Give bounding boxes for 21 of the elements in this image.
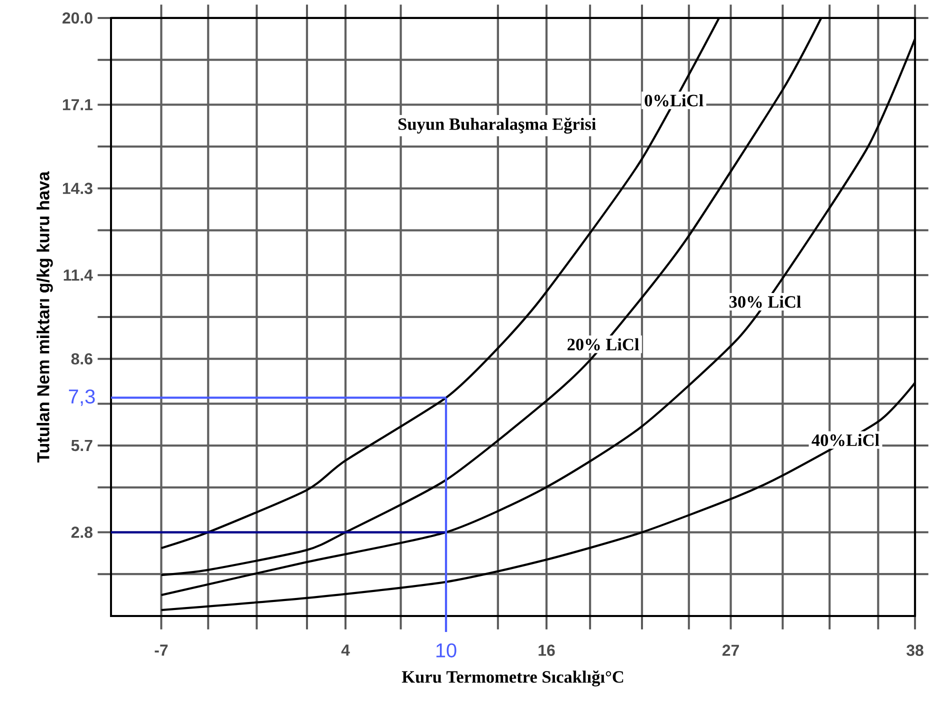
y-tick-label: 20.0 xyxy=(62,12,92,24)
y-tick-label: 8.6 xyxy=(71,353,92,364)
ref-line-label: 7,3 xyxy=(68,389,95,406)
y-axis-title: Tutulan Nem miktarı g/kg kuru hava xyxy=(36,171,53,462)
series-label: 30% LiCl xyxy=(729,296,801,308)
ref-line-label: 10 xyxy=(436,643,456,658)
y-tick-label: 14.3 xyxy=(62,182,92,194)
y-tick-label: 11.4 xyxy=(64,270,93,281)
annotation: Suyun Buharalaşma Eğrisi xyxy=(398,118,596,134)
series-label: 40%LiCl xyxy=(812,434,880,446)
y-tick-label: 2.8 xyxy=(71,526,92,538)
x-axis-title: Kuru Termometre Sıcaklığı°C xyxy=(402,670,624,686)
x-tick-label: 38 xyxy=(906,644,924,656)
x-tick-label: -7 xyxy=(154,644,168,656)
series-label: 0%LiCl xyxy=(644,94,704,106)
series-label: 20% LiCl xyxy=(568,338,639,350)
x-tick-label: 16 xyxy=(538,644,555,656)
x-tick-label: 4 xyxy=(341,644,350,656)
y-tick-label: 5.7 xyxy=(71,440,92,452)
x-tick-label: 27 xyxy=(722,644,739,656)
y-tick-label: 17.1 xyxy=(62,99,93,110)
